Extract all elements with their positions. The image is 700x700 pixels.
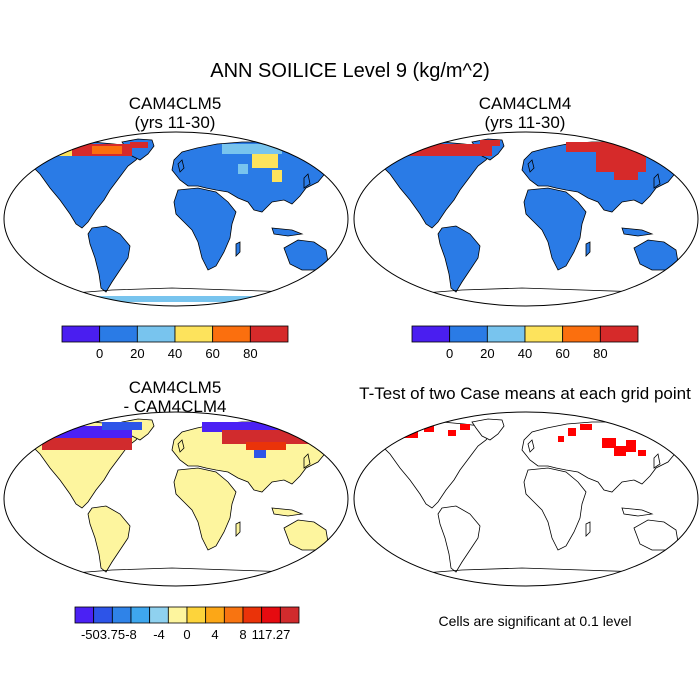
colorbar-swatch: [205, 606, 225, 624]
panel-2-title: CAM4CLM4 (yrs 11-30): [400, 94, 650, 132]
colorbar-swatch: [449, 325, 488, 343]
colorbar-tick-label: 60: [555, 346, 569, 361]
colorbar-tick-label: -8: [125, 627, 137, 642]
colorbar-tick-label: 40: [518, 346, 532, 361]
colorbar-swatch: [136, 325, 176, 343]
colorbar-swatch: [186, 606, 207, 624]
colorbar-tick-label: 40: [168, 346, 182, 361]
colorbar-tick-label: 80: [243, 346, 257, 361]
colorbar-tick-label: 80: [593, 346, 607, 361]
colorbar-tick-label: 20: [480, 346, 494, 361]
colorbar-swatch: [167, 606, 188, 624]
panel-3-title-line2: - CAM4CLM4: [123, 397, 227, 416]
colorbar-tick-label: -503.75: [81, 627, 125, 642]
panel-1-title: CAM4CLM5 (yrs 11-30): [50, 94, 300, 132]
colorbar-swatch: [411, 325, 451, 343]
colorbar-swatch: [249, 325, 289, 343]
colorbar-swatch: [99, 325, 138, 343]
map-panel-clm4: [353, 131, 699, 307]
colorbar-swatch: [279, 606, 300, 624]
panel-2-title-line2: (yrs 11-30): [484, 113, 566, 132]
colorbar-tick-label: 4: [211, 627, 218, 642]
colorbar-swatch: [61, 325, 101, 343]
panel-4-title: T-Test of two Case means at each grid po…: [350, 384, 700, 403]
map-panel-difference: [3, 411, 349, 587]
colorbar-tick-label: 0: [96, 346, 103, 361]
colorbar-swatch: [74, 606, 95, 624]
colorbar-swatch: [242, 606, 263, 624]
colorbar-tick-label: 8: [239, 627, 246, 642]
significance-note: Cells are significant at 0.1 level: [438, 613, 632, 629]
colorbar-swatch: [149, 606, 169, 624]
colorbar-tick-label: 60: [205, 346, 219, 361]
colorbar-tick-label: -4: [153, 627, 165, 642]
colorbar-swatch: [212, 325, 251, 343]
colorbar-swatch: [524, 325, 564, 343]
colorbar-swatch: [111, 606, 132, 624]
colorbar-swatch: [486, 325, 526, 343]
colorbar-tick-label: 0: [183, 627, 190, 642]
colorbar-tick-label: 0: [446, 346, 453, 361]
colorbar-tick-label: 20: [130, 346, 144, 361]
colorbar-swatch: [93, 606, 113, 624]
figure-title: ANN SOILICE Level 9 (kg/m^2): [210, 60, 490, 82]
colorbar-tick-label: 117.27: [252, 627, 291, 642]
colorbar-swatch: [599, 325, 639, 343]
map-panel-ttest: [353, 411, 699, 587]
colorbar-swatch: [261, 606, 281, 624]
panel-3-title: CAM4CLM5 - CAM4CLM4: [50, 378, 300, 416]
panel-4-title-line1: T-Test of two Case means at each grid po…: [359, 384, 691, 403]
colorbar-difference: -503.75 -8 -4 0 4 8 117.27: [74, 606, 300, 642]
colorbar-swatch: [223, 606, 244, 624]
colorbar-swatch: [562, 325, 601, 343]
colorbar-swatch: [174, 325, 214, 343]
panel-1-title-line1: CAM4CLM5: [128, 94, 222, 113]
panel-3-title-line1: CAM4CLM5: [128, 378, 222, 397]
colorbar-field-clm5: 0 20 40 60 80: [61, 325, 289, 361]
map-panel-clm5: [3, 131, 349, 307]
colorbar-swatch: [130, 606, 151, 624]
panel-2-title-line1: CAM4CLM4: [478, 94, 572, 113]
colorbar-field-clm4: 0 20 40 60 80: [411, 325, 639, 361]
panel-1-title-line2: (yrs 11-30): [134, 113, 216, 132]
